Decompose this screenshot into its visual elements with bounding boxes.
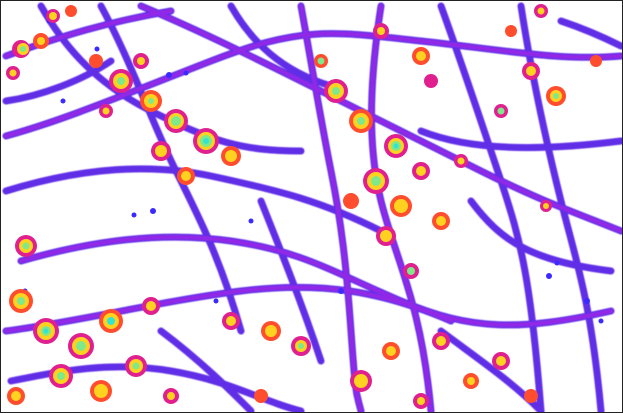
hotspot-clusters [6,4,602,409]
